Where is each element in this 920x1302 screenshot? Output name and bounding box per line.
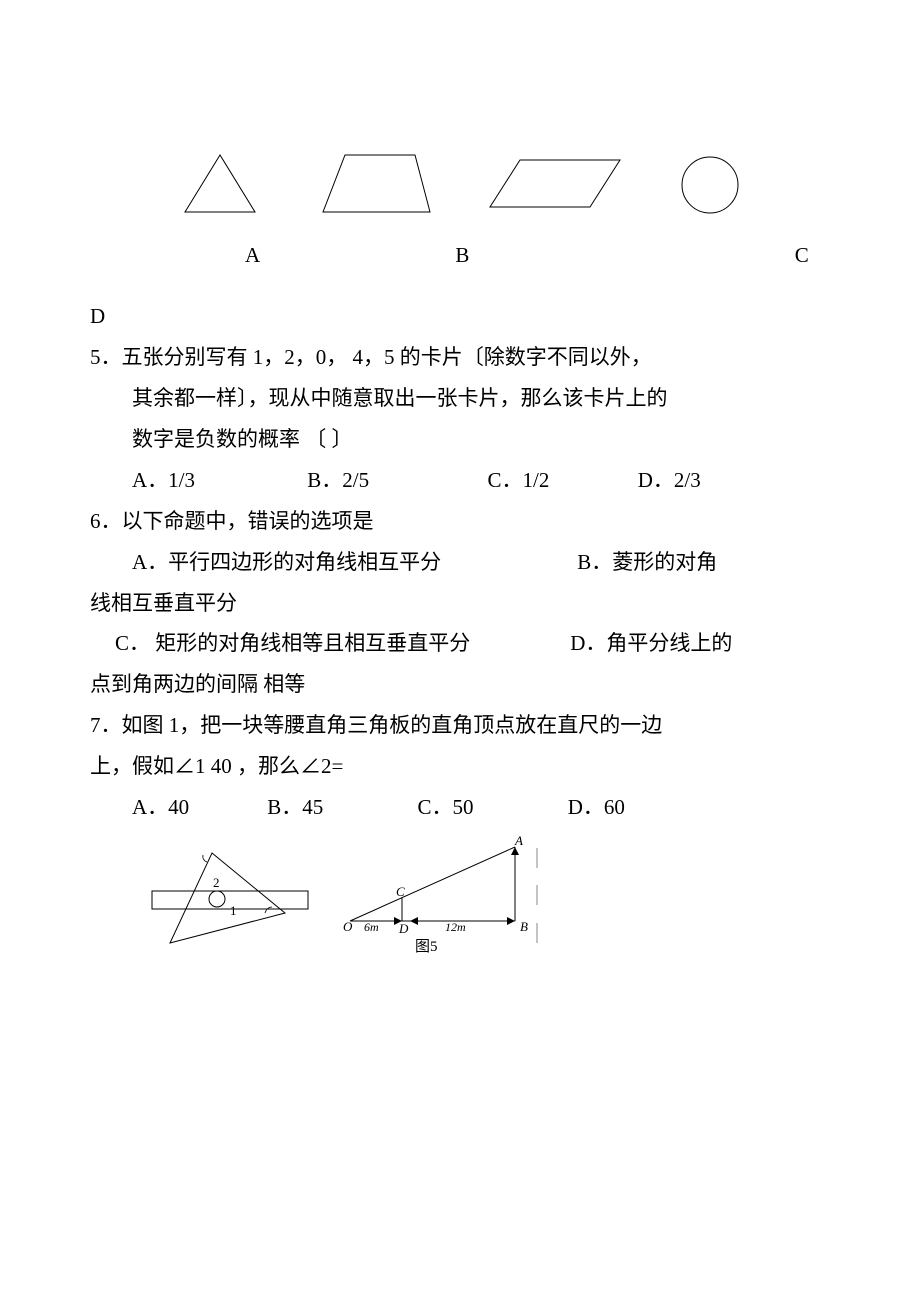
q7-optC: C．50	[418, 787, 563, 828]
q5-line2: 其余都一样〕，现从中随意取出一张卡片，那么该卡片上的	[90, 378, 830, 419]
parallelogram-shape	[485, 155, 625, 215]
d2-C: C	[396, 884, 405, 899]
d2-dist2: 12m	[445, 920, 466, 934]
q7-optA: A．40	[132, 787, 262, 828]
diagram-triangle-measure: A B C D O 6m 12m 图5	[340, 833, 550, 963]
shapes-row	[90, 150, 830, 220]
q5-optC: C．1/2	[488, 460, 633, 501]
q7-optD: D．60	[568, 787, 625, 828]
q5-num: 5．	[90, 345, 122, 369]
q5: 5．五张分别写有 1，2，0， 4，5 的卡片〔除数字不同以外，	[90, 337, 830, 378]
d2-B: B	[520, 919, 528, 934]
label-d: D	[90, 296, 830, 337]
q7-line2: 上，假如∠1 40 ，那么∠2=	[90, 746, 830, 787]
circle-shape	[675, 150, 745, 220]
svg-text:2: 2	[213, 875, 220, 890]
trapezoid-shape	[315, 150, 435, 220]
label-a: A	[245, 243, 260, 267]
q7-line1: 如图 1，把一块等腰直角三角板的直角顶点放在直尺的一边	[122, 713, 663, 737]
shape-labels: A B C	[90, 235, 830, 276]
q6-row2: C． 矩形的对角线相等且相互垂直平分 D．角平分线上的	[90, 623, 830, 664]
d2-dist1: 6m	[364, 920, 379, 934]
d2-D: D	[398, 921, 409, 936]
q7: 7．如图 1，把一块等腰直角三角板的直角顶点放在直尺的一边	[90, 705, 830, 746]
q6-optB2: 线相互垂直平分	[90, 583, 830, 624]
q6-num: 6．	[90, 509, 122, 533]
q5-optA: A．1/3	[132, 460, 302, 501]
q6-optD2: 点到角两边的间隔 相等	[90, 664, 830, 705]
q6-line1: 以下命题中，错误的选项是	[122, 509, 374, 533]
svg-text:1: 1	[230, 903, 237, 918]
q6-optD: D．角平分线上的	[570, 631, 732, 655]
q6: 6．以下命题中，错误的选项是	[90, 501, 830, 542]
diagram-ruler-triangle: 2 1	[150, 843, 310, 953]
q6-optA: A．平行四边形的对角线相互平分	[132, 542, 572, 583]
q7-optB: B．45	[267, 787, 412, 828]
label-c: C	[795, 243, 809, 267]
d2-A: A	[514, 833, 523, 848]
diagram-row: 2 1 A B C D O 6m 12m 图5	[90, 833, 830, 963]
q6-row1: A．平行四边形的对角线相互平分 B．菱形的对角	[90, 542, 830, 583]
label-b: B	[455, 243, 469, 267]
q6-optC: C． 矩形的对角线相等且相互垂直平分	[115, 623, 565, 664]
d2-O: O	[343, 919, 353, 934]
q5-line3: 数字是负数的概率 〔 〕	[90, 419, 830, 460]
q5-optD: D．2/3	[638, 460, 701, 501]
q5-optB: B．2/5	[307, 460, 482, 501]
q5-line1: 五张分别写有 1，2，0， 4，5 的卡片〔除数字不同以外，	[122, 345, 652, 369]
q5-options: A．1/3 B．2/5 C．1/2 D．2/3	[90, 460, 830, 501]
triangle-shape	[175, 150, 265, 220]
q7-num: 7．	[90, 713, 122, 737]
q6-optB: B．菱形的对角	[577, 542, 717, 583]
d2-caption: 图5	[415, 938, 438, 955]
q7-options: A．40 B．45 C．50 D．60	[90, 787, 830, 828]
